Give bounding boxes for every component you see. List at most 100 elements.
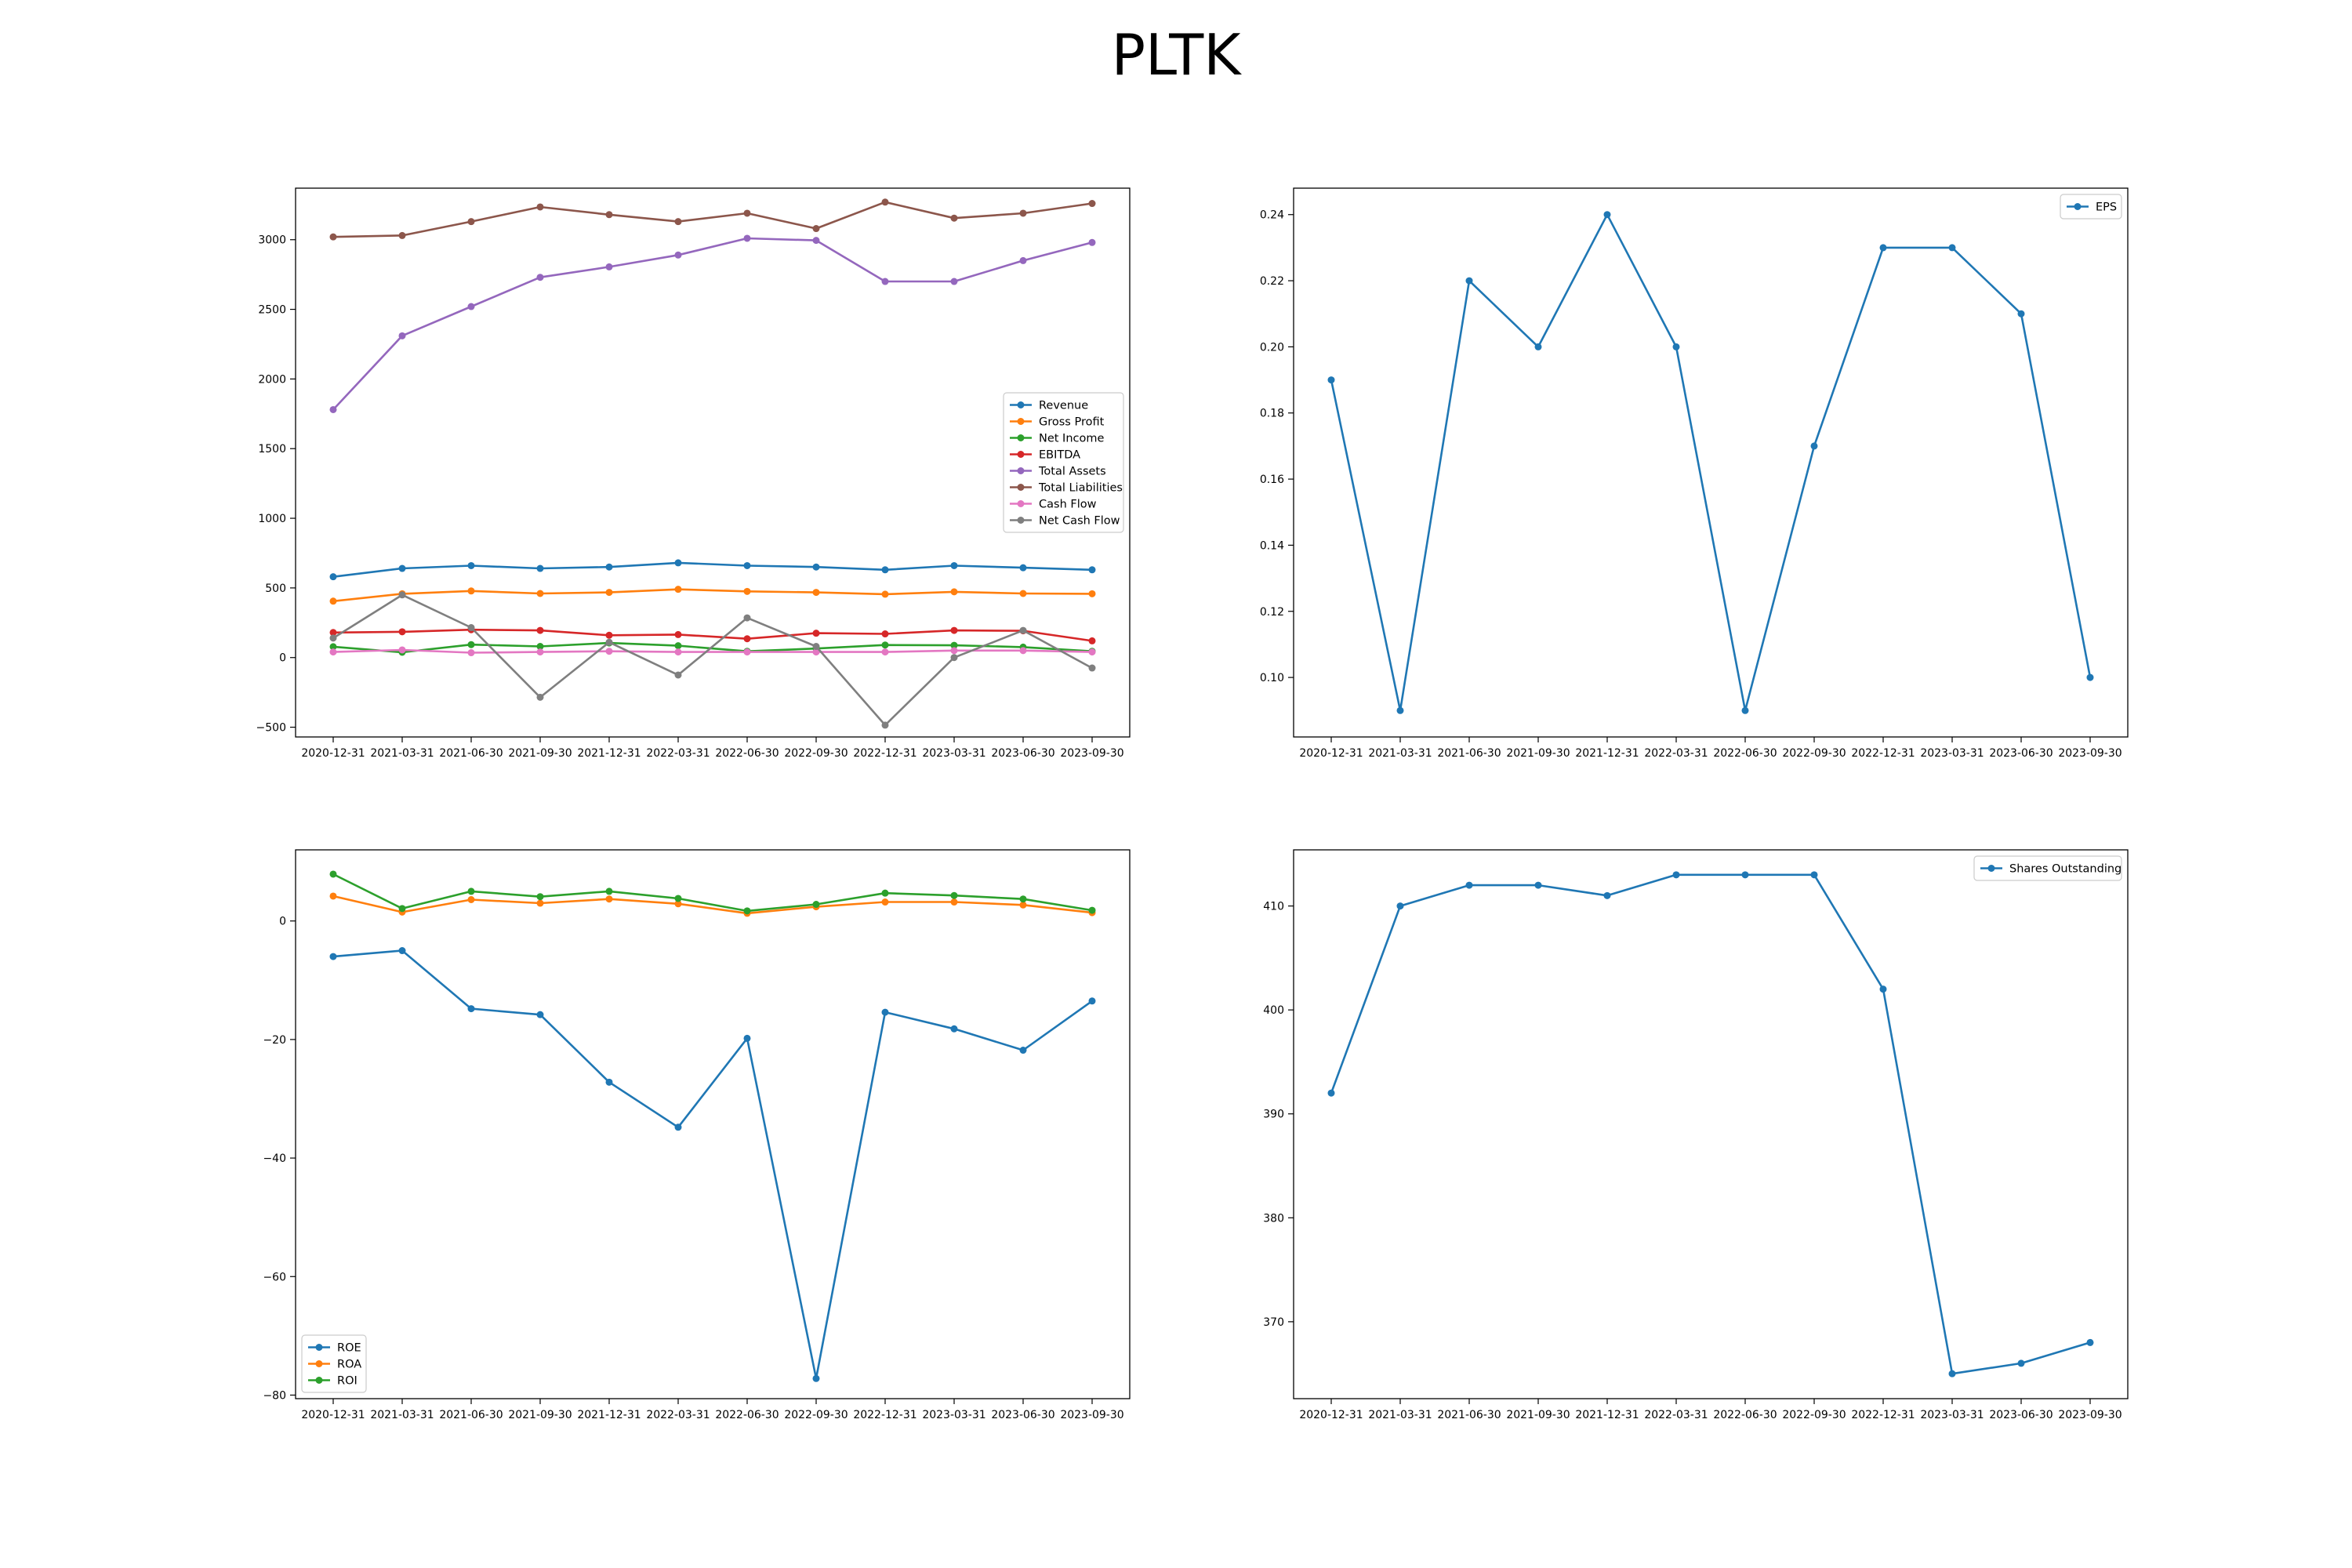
- data-point: [1879, 985, 1887, 993]
- data-point: [881, 641, 889, 649]
- data-point: [1603, 891, 1611, 899]
- data-point: [950, 654, 958, 662]
- series-line: [332, 895, 1093, 915]
- data-point: [1948, 1370, 1956, 1377]
- data-point: [1672, 871, 1680, 879]
- y-tick-label: 380: [1263, 1212, 1284, 1225]
- x-tick-label: 2023-03-31: [922, 1409, 985, 1421]
- data-point: [674, 218, 682, 226]
- y-tick-label: −80: [263, 1389, 286, 1402]
- data-point: [1019, 626, 1027, 634]
- series-total-assets: [329, 234, 1096, 413]
- data-point: [674, 1123, 682, 1131]
- data-point: [812, 225, 820, 233]
- data-point: [1396, 706, 1404, 714]
- data-point: [1019, 564, 1027, 572]
- y-tick-label: 390: [1263, 1109, 1284, 1121]
- data-point: [1327, 1089, 1335, 1097]
- data-point: [467, 624, 475, 632]
- data-point: [329, 870, 337, 878]
- x-tick-label: 2023-03-31: [1920, 1409, 1984, 1421]
- data-point: [1810, 442, 1818, 450]
- data-point: [329, 643, 337, 651]
- x-tick-label: 2020-12-31: [301, 1409, 365, 1421]
- data-point: [536, 893, 544, 901]
- x-tick-label: 2022-03-31: [646, 1409, 710, 1421]
- x-tick-label: 2023-06-30: [1989, 747, 2053, 760]
- data-point: [536, 648, 544, 656]
- data-point: [467, 303, 475, 310]
- data-point: [743, 561, 751, 569]
- x-tick-label: 2021-06-30: [439, 747, 503, 760]
- data-point: [536, 626, 544, 634]
- data-point: [2086, 1338, 2094, 1346]
- returns-chart: 2020-12-31 2021-03-31 2021-06-30 2021-09-30…: [263, 849, 1131, 1430]
- data-point: [605, 211, 613, 219]
- data-point: [743, 234, 751, 242]
- data-point: [1534, 881, 1542, 889]
- x-tick-label: 2021-12-31: [577, 1409, 641, 1421]
- series-total-liabilities: [329, 198, 1096, 241]
- x-tick-label: 2022-12-31: [1851, 1409, 1915, 1421]
- data-point: [605, 563, 613, 571]
- y-tick-label: 2500: [258, 304, 286, 317]
- legend-marker: [1017, 517, 1025, 524]
- data-point: [743, 648, 751, 656]
- legend-marker: [1017, 467, 1025, 474]
- data-point: [398, 231, 406, 239]
- data-point: [536, 643, 544, 651]
- x-tick-label: 2021-03-31: [1368, 747, 1432, 760]
- data-point: [743, 907, 751, 915]
- series-line: [332, 949, 1093, 1380]
- series-line: [1330, 213, 2092, 712]
- data-point: [743, 635, 751, 643]
- x-tick-label: 2023-06-30: [991, 747, 1054, 760]
- series-line: [332, 588, 1093, 603]
- data-point: [1088, 637, 1096, 644]
- legend-label: ROI: [337, 1375, 358, 1388]
- data-point: [812, 589, 820, 597]
- series-line: [1330, 873, 2091, 1375]
- data-point: [674, 586, 682, 593]
- series-gross-profit: [329, 586, 1096, 605]
- data-point: [1088, 590, 1096, 597]
- data-point: [1741, 871, 1749, 879]
- data-point: [881, 648, 889, 656]
- series-net-cash-flow: [329, 591, 1096, 729]
- data-point: [605, 589, 613, 597]
- x-tick-label: 2023-03-31: [922, 747, 985, 760]
- data-point: [950, 214, 958, 222]
- data-point: [950, 278, 958, 285]
- x-tick-label: 2020-12-31: [301, 747, 365, 760]
- data-point: [674, 895, 682, 902]
- y-tick-label: 500: [265, 583, 286, 595]
- data-point: [743, 1034, 751, 1042]
- x-tick-label: 2023-09-30: [1060, 1409, 1123, 1421]
- series-eps: [1327, 211, 2094, 714]
- y-tick-label: 1000: [258, 513, 286, 525]
- data-point: [1019, 1047, 1027, 1054]
- data-point: [1465, 881, 1473, 889]
- data-point: [329, 629, 337, 637]
- data-point: [329, 953, 337, 960]
- x-tick-label: 2020-12-31: [1299, 1409, 1363, 1421]
- y-tick-label: 1500: [258, 443, 286, 456]
- series-line: [332, 873, 1093, 913]
- y-tick-label: 0.18: [1260, 408, 1284, 420]
- page-title: PLTK: [1111, 22, 1241, 88]
- data-point: [881, 630, 889, 638]
- data-point: [812, 630, 820, 637]
- data-point: [605, 1078, 613, 1086]
- data-point: [950, 898, 958, 906]
- legend-box: [1973, 855, 2122, 881]
- x-tick-label: 2021-06-30: [1437, 1409, 1501, 1421]
- data-point: [1948, 244, 1956, 252]
- legend-box: [1003, 392, 1124, 533]
- legend-label: Shares Outstanding: [2009, 863, 2122, 876]
- y-tick-label: −20: [263, 1034, 286, 1047]
- data-point: [1741, 706, 1749, 714]
- legend-label: Total Assets: [1038, 466, 1106, 478]
- data-point: [329, 405, 337, 413]
- data-point: [950, 891, 958, 899]
- y-tick-label: 0: [279, 652, 286, 665]
